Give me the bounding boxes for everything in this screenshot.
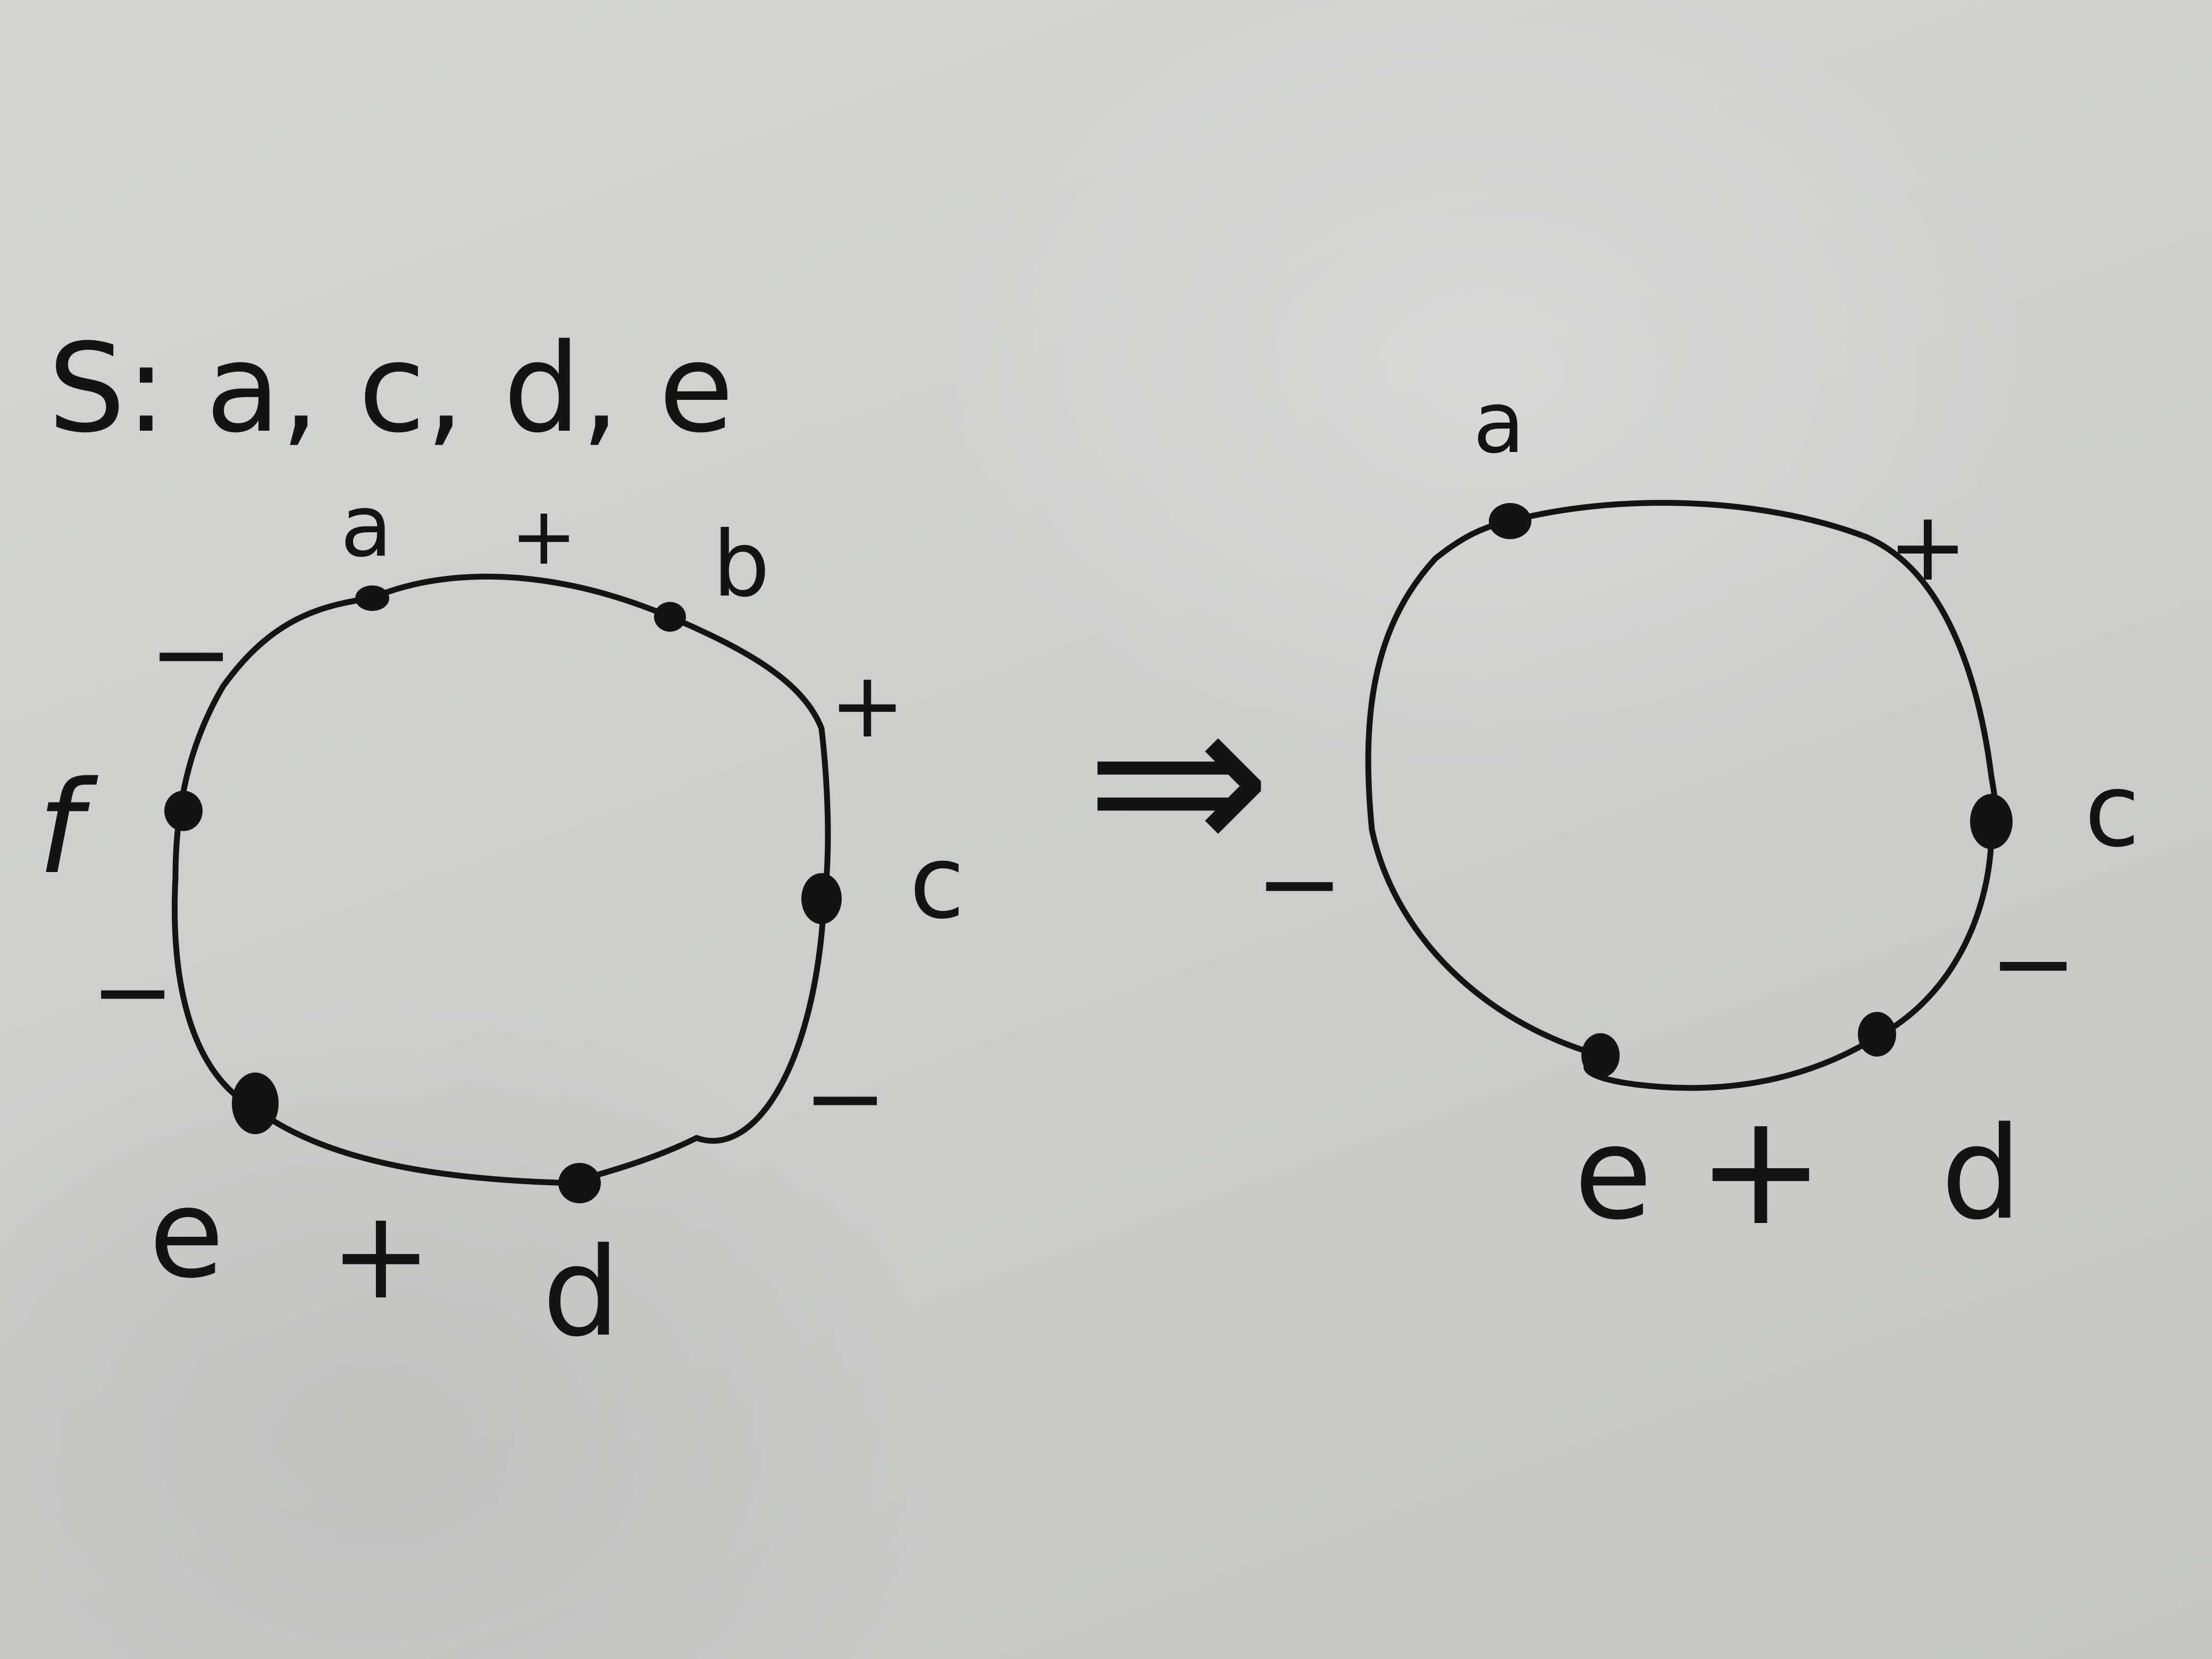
vertex-a-dot xyxy=(355,585,389,611)
vertex-e-label: e xyxy=(1574,1099,1653,1248)
vertex-f-dot xyxy=(164,791,203,831)
vertex-e-dot xyxy=(232,1073,279,1134)
right-cycle: a c d e + − + − xyxy=(1255,373,2140,1260)
sign-e-a: − xyxy=(1255,822,1344,945)
vertex-e-dot xyxy=(1581,1033,1620,1078)
vertex-c-dot xyxy=(801,873,842,924)
implies-arrow: ⇒ xyxy=(1085,649,1272,909)
sign-a-b: + xyxy=(510,490,577,583)
vertex-d-label: d xyxy=(1941,1099,2022,1248)
sign-e-f: − xyxy=(90,933,175,1050)
sign-a-c: + xyxy=(1888,491,1968,602)
sign-b-c: + xyxy=(830,653,905,758)
vertex-c-label: c xyxy=(2084,752,2140,869)
vertex-f-label: f xyxy=(37,753,98,902)
right-cycle-curve xyxy=(1365,500,1999,1091)
vertex-a-label: a xyxy=(1473,373,1525,472)
vertex-d-dot xyxy=(558,1163,601,1203)
sign-c-d: − xyxy=(803,1039,887,1157)
vertex-d-label: d xyxy=(542,1222,620,1364)
left-cycle: a b c d e f + + − + − − xyxy=(37,476,965,1364)
vertex-b-dot xyxy=(654,602,686,632)
vertex-b-label: b xyxy=(713,512,770,617)
sign-f-a: − xyxy=(149,595,233,713)
vertex-d-dot xyxy=(1858,1012,1896,1057)
vertex-c-label: c xyxy=(909,824,965,941)
sign-d-e: + xyxy=(330,1185,432,1327)
vertex-a-dot xyxy=(1489,503,1531,539)
vertex-c-dot xyxy=(1970,794,2013,849)
sign-d-e: + xyxy=(1696,1080,1825,1260)
vertex-e-label: e xyxy=(149,1163,224,1305)
vertex-a-label: a xyxy=(340,476,392,576)
sign-c-d: − xyxy=(1989,901,2078,1025)
set-label: S: a, c, d, e xyxy=(48,318,734,460)
